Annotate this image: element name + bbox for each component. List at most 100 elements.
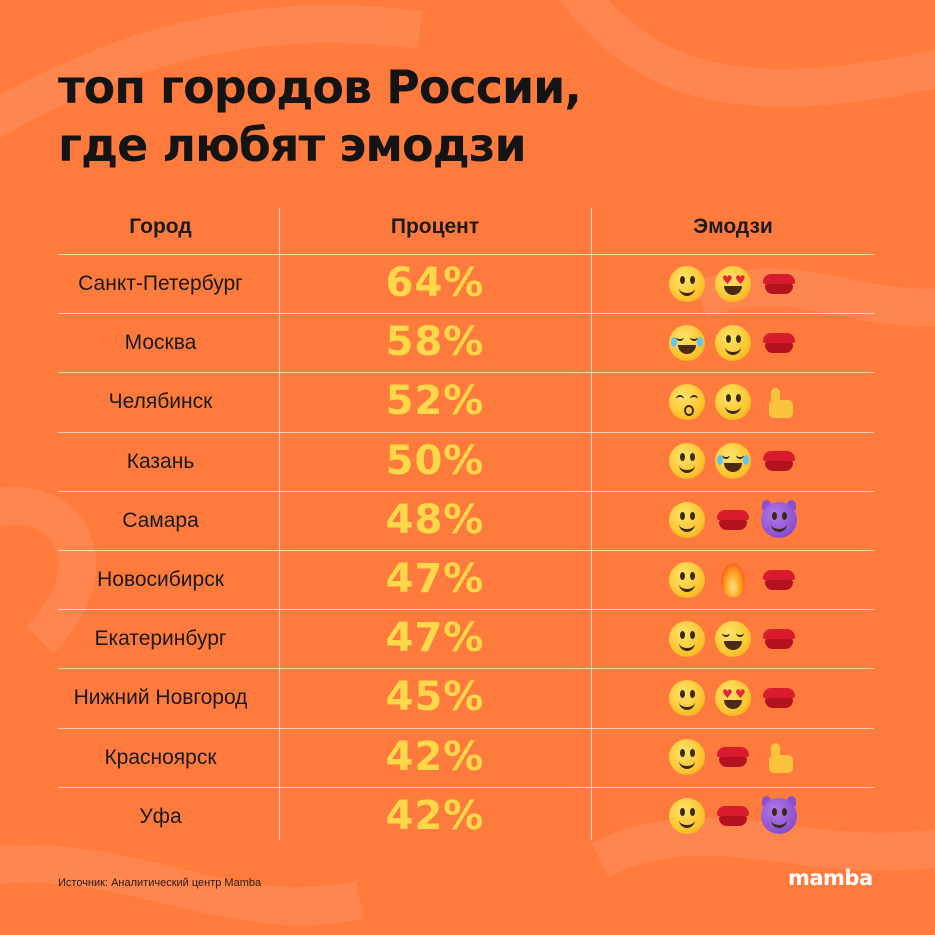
eye <box>690 394 698 401</box>
thumb-finger <box>771 743 780 760</box>
mouth <box>725 403 741 414</box>
lips-shape <box>761 332 797 353</box>
city-name: Екатеринбург <box>94 627 227 651</box>
upper-lip <box>763 628 795 639</box>
column-header-percent: Процент <box>390 215 480 238</box>
table-row: Москва 58% <box>58 313 874 372</box>
kiss-lips-icon <box>759 678 799 718</box>
source-note: Источник: Аналитический центр Mamba <box>58 877 262 889</box>
face-shape <box>669 443 705 480</box>
kiss-lips-icon <box>759 560 799 600</box>
face-shape <box>715 383 751 420</box>
table-row: Екатеринбург 47% <box>58 609 874 668</box>
grinning-squinting-face-icon <box>713 619 753 659</box>
percent-value: 42% <box>385 792 485 839</box>
city-name: Красноярск <box>104 745 217 769</box>
thumb-shape <box>763 387 795 418</box>
column-header-emoji: Эмодзи <box>693 215 773 238</box>
city-name: Москва <box>124 331 197 355</box>
slightly-smiling-face-icon <box>667 796 707 836</box>
face-shape <box>669 739 705 776</box>
kiss-lips-icon <box>713 737 753 777</box>
eye <box>680 689 685 698</box>
mouth <box>679 462 695 474</box>
mouth <box>679 640 695 651</box>
city-name: Нижний Новгород <box>73 686 248 710</box>
lips-shape <box>761 451 797 472</box>
emoji-set: ♥ ♥ <box>592 254 874 313</box>
eye <box>736 393 741 402</box>
emoji-set <box>592 609 874 668</box>
percent-value: 42% <box>385 733 485 780</box>
face-shape <box>669 679 705 716</box>
face-shape <box>715 324 751 361</box>
percent-value: 48% <box>385 496 485 543</box>
eye <box>676 334 684 341</box>
city-name: Челябинск <box>108 390 213 414</box>
tear <box>743 455 749 466</box>
kiss-lips-icon <box>759 323 799 363</box>
heart-eye: ♥ <box>722 686 733 701</box>
eye <box>772 808 777 817</box>
title-line-1: топ городов России, <box>58 60 582 114</box>
kiss-lips-icon <box>759 619 799 659</box>
eye <box>690 630 695 639</box>
column-divider <box>591 208 592 840</box>
slightly-smiling-face-icon <box>667 500 707 540</box>
emoji-set <box>592 787 874 846</box>
smiling-devil-icon <box>759 796 799 836</box>
slightly-smiling-face-icon <box>713 382 753 422</box>
eye <box>690 571 695 580</box>
devil-horn <box>787 500 796 511</box>
city-name: Новосибирск <box>97 568 224 591</box>
face-shape <box>669 324 705 361</box>
row-divider <box>58 668 874 669</box>
lower-lip <box>765 283 793 294</box>
thumbs-up-icon <box>759 737 799 777</box>
slightly-smiling-face-icon <box>667 678 707 718</box>
mouth <box>679 699 695 710</box>
emoji-set <box>592 372 874 431</box>
mouth <box>679 817 695 829</box>
mouth <box>679 758 695 770</box>
kissing-face-icon <box>667 382 707 422</box>
slightly-smiling-face-icon <box>667 560 707 600</box>
percent-value: 45% <box>385 674 485 721</box>
row-divider <box>58 550 874 551</box>
upper-lip <box>717 806 749 817</box>
eye <box>680 808 685 817</box>
heart-eye: ♥ <box>722 272 733 287</box>
face-shape: ♥ ♥ <box>715 265 751 302</box>
percent-value: 47% <box>385 556 485 602</box>
lips-shape <box>761 687 797 708</box>
city-name: Уфа <box>139 804 182 828</box>
emoji-set <box>592 728 874 787</box>
mouth <box>724 285 742 295</box>
table-row: Самара 48% <box>58 491 874 550</box>
table-row: Казань 50% <box>58 432 874 491</box>
row-divider <box>58 728 874 729</box>
eye <box>680 749 685 758</box>
eye <box>726 393 731 402</box>
mouth <box>679 285 695 296</box>
mouth <box>771 817 787 829</box>
eye <box>736 630 744 637</box>
heart-eyes-face-icon: ♥ ♥ <box>713 678 753 718</box>
thumb-palm <box>769 399 793 418</box>
eye <box>690 749 695 758</box>
tear <box>671 336 677 347</box>
eye <box>690 453 695 462</box>
row-divider <box>58 609 874 610</box>
face-shape <box>715 620 751 657</box>
eye <box>690 275 695 284</box>
column-header-city: Город <box>129 215 192 238</box>
lips-shape <box>761 273 797 294</box>
mouth <box>771 521 787 533</box>
title-line-2: где любят эмодзи <box>58 118 527 172</box>
percent-value: 47% <box>385 615 485 662</box>
face-shape <box>761 798 797 835</box>
eye <box>726 334 731 343</box>
column-divider <box>279 208 280 840</box>
mouth <box>678 344 696 354</box>
